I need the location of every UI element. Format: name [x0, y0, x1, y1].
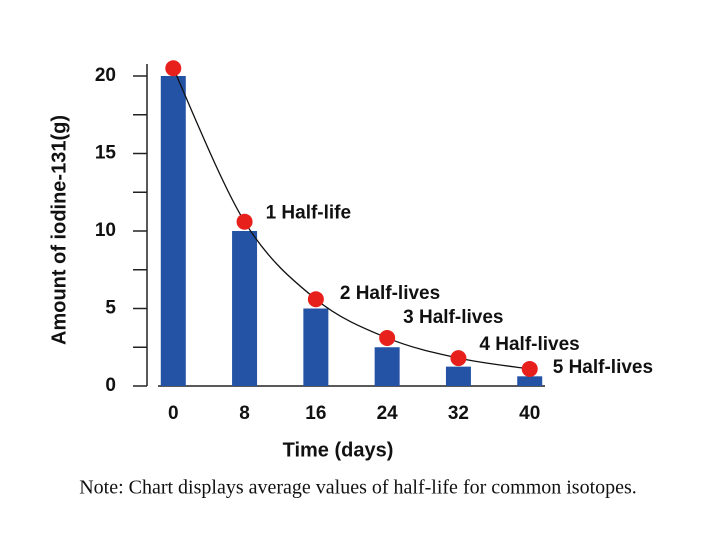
bar [445, 366, 471, 386]
point-label: 5 Half-lives [553, 357, 653, 378]
point [165, 60, 182, 77]
point-label: 3 Half-lives [403, 307, 503, 328]
point [450, 350, 467, 367]
point [307, 291, 324, 308]
point [379, 329, 396, 346]
bar [303, 308, 329, 386]
note: Note: Chart displays average values of h… [79, 477, 637, 499]
y-tick-label: 10 [95, 220, 116, 241]
point-label: 1 Half-life [266, 203, 352, 224]
x-tick-label: 40 [519, 403, 540, 424]
x-tick-label: 0 [168, 403, 179, 424]
x-tick-label: 32 [448, 403, 469, 424]
x-axis-label: Time (days) [283, 439, 394, 461]
bar [232, 231, 258, 386]
y-tick-label: 0 [105, 375, 116, 396]
point-label: 4 Half-lives [479, 334, 579, 355]
x-tick-label: 8 [239, 403, 250, 424]
bar [160, 76, 186, 386]
y-tick-label: 15 [95, 143, 117, 164]
point-label: 2 Half-lives [340, 283, 440, 304]
y-axis-label: Amount of iodine-131(g) [48, 115, 70, 345]
point [236, 213, 253, 230]
point [521, 360, 538, 377]
bar [517, 376, 543, 386]
bar [374, 347, 400, 386]
x-tick-label: 16 [305, 403, 326, 424]
y-tick-label: 5 [105, 298, 116, 319]
y-tick-label: 20 [95, 65, 116, 86]
x-tick-label: 24 [377, 403, 399, 424]
